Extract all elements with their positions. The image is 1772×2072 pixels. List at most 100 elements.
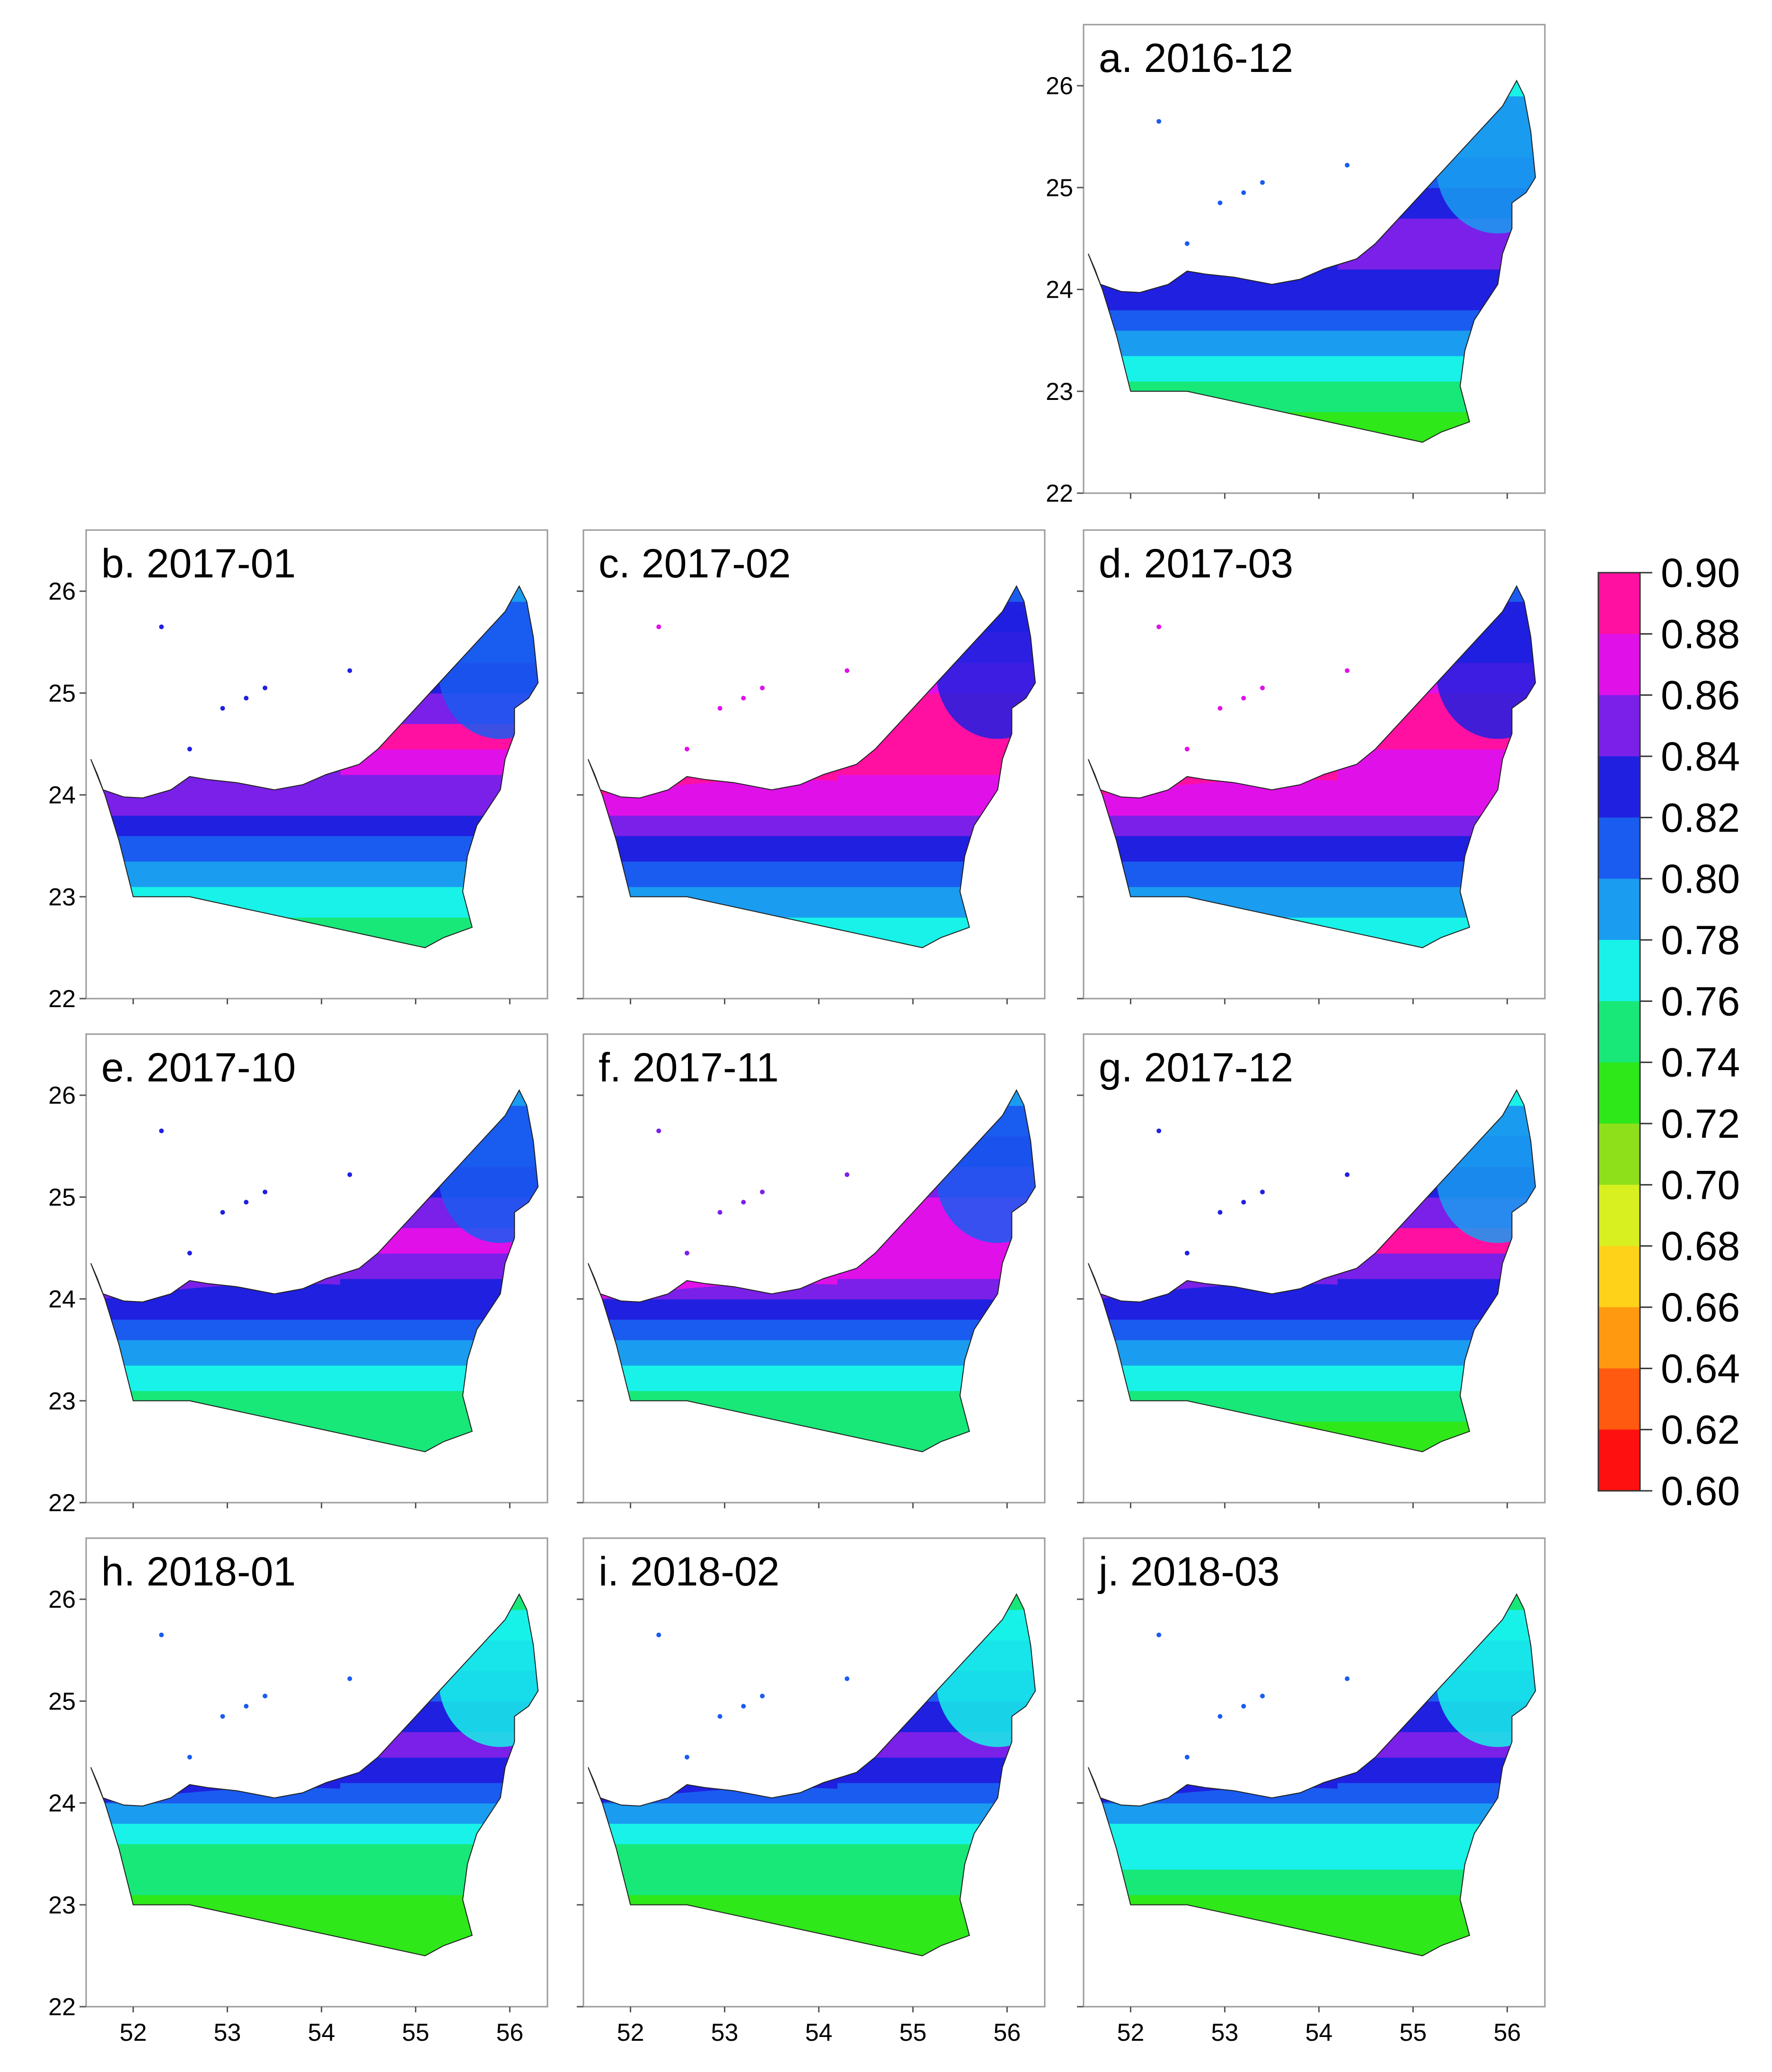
island-1 bbox=[220, 706, 225, 711]
colorbar-segment bbox=[1598, 1246, 1640, 1308]
panel-title: j. 2018-03 bbox=[1097, 1549, 1280, 1594]
island-4 bbox=[347, 1172, 353, 1177]
island-1 bbox=[1217, 1210, 1223, 1215]
band-4 bbox=[1088, 1319, 1536, 1340]
panel-title: b. 2017-01 bbox=[101, 541, 296, 586]
colorbar-label: 0.60 bbox=[1661, 1469, 1740, 1514]
colorbar-label: 0.74 bbox=[1661, 1040, 1740, 1086]
lon-tick-label: 55 bbox=[899, 2019, 927, 2046]
colorbar-segment bbox=[1598, 878, 1640, 940]
colorbar-segment bbox=[1598, 940, 1640, 1001]
band-3 bbox=[588, 1339, 1036, 1366]
lon-tick-label: 53 bbox=[711, 2019, 739, 2046]
lat-tick-label: 26 bbox=[48, 578, 76, 605]
island-1 bbox=[1217, 200, 1223, 205]
island-0 bbox=[656, 1128, 661, 1133]
band-3 bbox=[90, 1843, 538, 1870]
coastline bbox=[587, 1593, 1036, 1957]
band-5 bbox=[1088, 1299, 1536, 1320]
lat-tick-label: 23 bbox=[48, 1388, 76, 1415]
lat-tick-label: 22 bbox=[48, 1489, 76, 1517]
coastline bbox=[1087, 585, 1536, 948]
island-1 bbox=[1217, 706, 1223, 711]
island-3 bbox=[1260, 1189, 1265, 1195]
island-2 bbox=[244, 696, 249, 701]
panel-grid: a. 2016-12 22 23 24 25 26 b. 2017-01 22 23 24 25 26… bbox=[48, 24, 1546, 2046]
island-2 bbox=[1241, 1200, 1246, 1205]
island-4 bbox=[845, 668, 850, 673]
colorbar: 0.90 0.88 0.86 0.84 0.82 0.80 0.78 0.76 0.74 0.72… bbox=[1597, 550, 1740, 1514]
island-0 bbox=[159, 1632, 164, 1638]
island-0 bbox=[656, 624, 661, 629]
island-4 bbox=[845, 1676, 850, 1681]
lon-tick-label: 52 bbox=[1117, 2019, 1145, 2046]
band-4 bbox=[1088, 310, 1536, 331]
coastline bbox=[90, 1593, 539, 1957]
map-panel-e: e. 2017-10 22 23 24 25 26 bbox=[48, 1033, 548, 1517]
colorbar-label: 0.78 bbox=[1661, 918, 1740, 963]
island-2 bbox=[741, 1200, 746, 1205]
panel-title: d. 2017-03 bbox=[1099, 541, 1293, 586]
island-3 bbox=[760, 1693, 765, 1699]
lat-tick-label: 23 bbox=[1046, 378, 1073, 406]
island-3 bbox=[263, 685, 268, 691]
island-3 bbox=[760, 1189, 765, 1195]
band-3 bbox=[90, 835, 538, 862]
colorbar-label: 0.70 bbox=[1661, 1162, 1740, 1208]
colorbar-frame bbox=[1597, 572, 1641, 1492]
map-panel-f: f. 2017-11 bbox=[577, 1033, 1046, 1508]
island-4 bbox=[1345, 668, 1350, 673]
island-5 bbox=[1184, 1754, 1190, 1760]
lat-tick-label: 22 bbox=[48, 1993, 76, 2021]
island-5 bbox=[1184, 241, 1190, 246]
lon-tick-label: 56 bbox=[993, 2019, 1021, 2046]
lon-tick-label: 56 bbox=[1493, 2019, 1521, 2046]
colorbar-segment bbox=[1598, 1307, 1640, 1369]
island-2 bbox=[244, 1704, 249, 1709]
lon-tick-label: 56 bbox=[496, 2019, 523, 2046]
band-5 bbox=[588, 795, 1036, 816]
band-4 bbox=[90, 815, 538, 836]
colorbar-segment bbox=[1598, 1429, 1640, 1491]
coastline bbox=[1087, 1593, 1536, 1957]
band-4 bbox=[588, 1823, 1036, 1844]
island-2 bbox=[741, 1704, 746, 1709]
lat-tick-label: 24 bbox=[48, 782, 76, 809]
band-3 bbox=[1088, 1339, 1536, 1366]
island-1 bbox=[717, 1714, 723, 1719]
colorbar-label: 0.90 bbox=[1661, 550, 1740, 596]
lat-tick-label: 24 bbox=[48, 1286, 76, 1313]
band-5 bbox=[1088, 795, 1536, 816]
island-1 bbox=[220, 1714, 225, 1719]
lat-tick-label: 24 bbox=[1046, 276, 1073, 304]
island-5 bbox=[684, 1754, 689, 1760]
band-5 bbox=[90, 1299, 538, 1320]
coastline bbox=[1087, 1089, 1536, 1452]
coastline bbox=[90, 585, 539, 948]
colorbar-segment bbox=[1598, 817, 1640, 879]
lon-tick-label: 53 bbox=[214, 2019, 241, 2046]
band-5 bbox=[1088, 1803, 1536, 1824]
island-0 bbox=[1156, 1632, 1162, 1638]
band-3 bbox=[90, 1339, 538, 1366]
map-panel-b: b. 2017-01 22 23 24 25 26 bbox=[48, 529, 548, 1013]
coastline bbox=[1087, 80, 1536, 443]
colorbar-segment bbox=[1598, 1368, 1640, 1430]
band-4 bbox=[90, 1823, 538, 1844]
band-5 bbox=[1088, 289, 1536, 310]
colorbar-label: 0.64 bbox=[1661, 1346, 1740, 1391]
lon-tick-label: 54 bbox=[805, 2019, 833, 2046]
island-5 bbox=[684, 746, 689, 752]
island-5 bbox=[187, 746, 192, 752]
band-5 bbox=[90, 795, 538, 816]
island-5 bbox=[1184, 746, 1190, 752]
panel-title: e. 2017-10 bbox=[101, 1045, 296, 1090]
band-3 bbox=[1088, 330, 1536, 356]
colorbar-label: 0.84 bbox=[1661, 734, 1740, 779]
island-2 bbox=[1241, 190, 1246, 195]
island-3 bbox=[760, 685, 765, 691]
lat-tick-label: 26 bbox=[1046, 72, 1073, 100]
map-panel-a: a. 2016-12 22 23 24 25 26 bbox=[1046, 24, 1546, 507]
colorbar-segment bbox=[1598, 1185, 1640, 1247]
